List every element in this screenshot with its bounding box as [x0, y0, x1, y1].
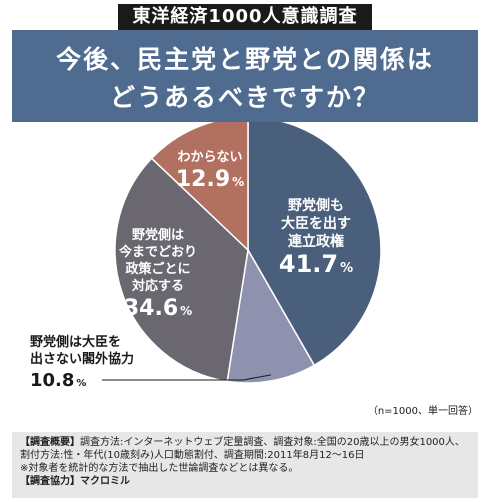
sample-size-note: （n=1000、単一回答）	[368, 404, 478, 417]
overview-text: 調査方法:インターネットウェブ定量調査、調査対象:全国の20歳以上の男女1000…	[20, 437, 465, 461]
pie-slice-4	[150, 122, 249, 252]
pie-slice-3	[114, 157, 249, 383]
leader-line	[102, 374, 272, 381]
slice-label-line: わからない	[177, 150, 242, 165]
slice-label-line: 野党側も	[288, 197, 344, 214]
question-banner: 今後、民主党と野党との関係は どうあるべきですか？	[12, 30, 478, 122]
cooperation-note: 【調査協力】マクロミル	[20, 475, 470, 488]
slice-label-line: 連立政権	[288, 233, 344, 250]
survey-title: 東洋経済1000人意識調査	[118, 4, 372, 30]
question-line-1: 今後、民主党と野党との関係は	[56, 45, 434, 74]
cooperation-label: 【調査協力】	[20, 476, 80, 487]
slice-label-line: 出さない閣外協力	[30, 351, 134, 367]
slice-label-line: 政策ごとに	[125, 261, 190, 277]
overview-note: 【調査概要】調査方法:インターネットウェブ定量調査、調査対象:全国の20歳以上の…	[20, 436, 470, 462]
slice-value: 41.7%	[279, 250, 353, 278]
pie-slice-1	[247, 122, 382, 367]
survey-notes: 【調査概要】調査方法:インターネットウェブ定量調査、調査対象:全国の20歳以上の…	[12, 432, 478, 498]
overview-label: 【調査概要】	[20, 437, 80, 448]
slice-label-line: 野党側は	[132, 227, 184, 243]
caution-note: ※対象者を統計的な方法で抽出した世論調査などとは異なる。	[20, 463, 299, 474]
question-line-2: どうあるべきですか？	[109, 83, 380, 112]
slice-label-line: 野党側は大臣を	[30, 334, 121, 350]
cooperation-text: マクロミル	[80, 476, 130, 487]
pie-slice-2	[226, 247, 316, 384]
slice-label-line: 今までどおり	[118, 244, 197, 260]
slice-value: 12.9%	[176, 167, 244, 192]
slice-value: 10.8%	[30, 370, 86, 391]
slice-value: 34.6%	[124, 296, 192, 321]
slice-label-line: 大臣を出す	[281, 215, 351, 232]
slice-label-line: 対応する	[131, 278, 184, 294]
slice-label-4: わからない 12.9%	[176, 150, 244, 192]
